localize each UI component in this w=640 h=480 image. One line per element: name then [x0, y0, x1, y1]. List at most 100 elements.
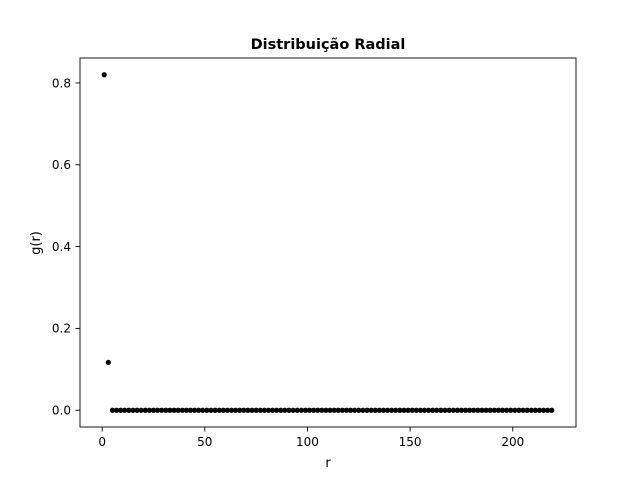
data-point [245, 407, 251, 413]
data-point [306, 407, 313, 413]
data-point [467, 407, 473, 413]
data-point [343, 407, 350, 413]
y-axis-label: g(r) [29, 231, 44, 255]
y-tick-label: 0.2 [52, 322, 71, 336]
data-point [499, 407, 506, 413]
data-point [545, 407, 551, 413]
data-point [216, 407, 222, 413]
data-point [401, 407, 407, 413]
data-point [430, 407, 436, 413]
data-point [450, 407, 456, 413]
data-point [520, 407, 526, 413]
data-point [540, 407, 547, 413]
data-point [265, 407, 272, 413]
data-point [183, 407, 189, 413]
data-point [405, 407, 411, 413]
data-point [389, 407, 395, 413]
data-point [122, 407, 128, 413]
data-point [524, 407, 530, 413]
data-point [237, 407, 243, 413]
data-point [249, 407, 255, 413]
data-point [339, 407, 345, 413]
data-point [167, 407, 173, 413]
data-point [536, 407, 543, 413]
data-point [134, 407, 140, 413]
data-point [352, 407, 358, 413]
data-point [335, 407, 341, 413]
y-tick-label: 0.4 [52, 240, 71, 254]
data-point [171, 407, 177, 413]
data-point [269, 407, 276, 413]
data-point [417, 407, 423, 413]
data-point [442, 407, 448, 413]
chart-title: Distribuição Radial [251, 37, 406, 53]
data-point [454, 407, 460, 413]
data-point [294, 407, 300, 413]
plot-area [79, 57, 577, 428]
data-point [479, 407, 485, 413]
data-point [105, 359, 111, 365]
data-points [101, 72, 555, 413]
data-point [475, 407, 481, 413]
data-point [282, 407, 288, 413]
data-point [118, 407, 124, 413]
y-tick-label: 0.0 [52, 404, 71, 418]
data-point [228, 407, 235, 413]
data-point [200, 407, 206, 413]
data-point [224, 407, 230, 413]
data-point [549, 407, 555, 413]
data-point [421, 407, 428, 413]
data-point [233, 407, 239, 413]
data-point [146, 407, 152, 413]
data-point [532, 407, 538, 413]
data-point [302, 407, 309, 413]
data-point [331, 407, 337, 413]
data-point [347, 407, 354, 413]
data-point [495, 407, 501, 413]
data-point [311, 407, 317, 413]
data-point [487, 407, 493, 413]
data-point [364, 407, 370, 413]
data-point [155, 407, 161, 413]
data-point [372, 407, 378, 413]
data-point [528, 407, 534, 413]
data-point [109, 407, 116, 413]
data-point [101, 72, 107, 78]
data-point [253, 407, 259, 413]
data-point [426, 407, 432, 413]
data-point [126, 407, 132, 413]
data-point [471, 407, 477, 413]
data-point [179, 407, 185, 413]
x-axis: 0 50 100 150 200 [98, 427, 524, 449]
data-point [360, 407, 366, 413]
y-axis: 0.0 0.2 0.4 0.6 0.8 [52, 76, 80, 418]
data-point [130, 407, 136, 413]
data-point [175, 407, 181, 413]
data-point [241, 407, 247, 413]
data-point [212, 407, 218, 413]
data-point [113, 407, 120, 413]
data-point [508, 407, 514, 413]
data-point [323, 407, 329, 413]
data-point [384, 407, 391, 413]
data-point [187, 407, 194, 413]
data-point [380, 407, 387, 413]
data-point [163, 407, 169, 413]
data-point [327, 407, 333, 413]
data-point [458, 407, 465, 413]
data-point [191, 407, 198, 413]
data-point [368, 407, 374, 413]
data-point [150, 407, 157, 413]
x-axis-label: r [325, 456, 331, 471]
data-point [204, 407, 210, 413]
y-tick-label: 0.8 [52, 76, 71, 90]
x-tick-label: 100 [296, 435, 319, 449]
data-point [290, 407, 296, 413]
data-point [356, 407, 362, 413]
data-point [319, 407, 325, 413]
data-point [516, 407, 522, 413]
data-point [286, 407, 292, 413]
data-point [208, 407, 214, 413]
x-tick-label: 150 [399, 435, 422, 449]
